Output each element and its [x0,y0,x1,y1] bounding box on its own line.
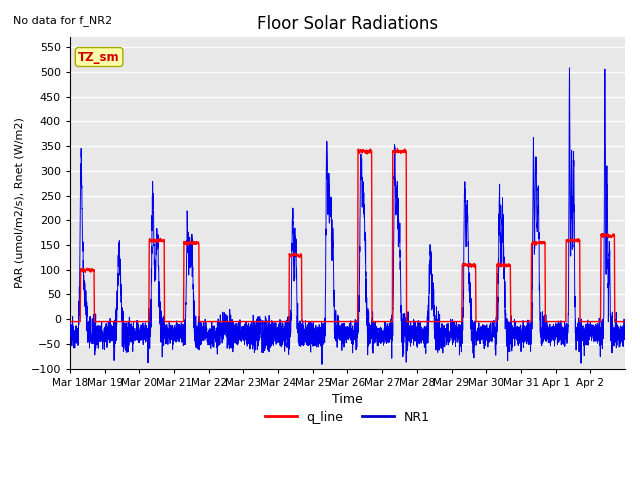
X-axis label: Time: Time [332,393,363,406]
NR1 [621,330,629,336]
q_line [621,319,629,324]
Text: No data for f_NR2: No data for f_NR2 [13,15,112,26]
q_line [394,145,401,151]
q_line [398,148,406,154]
q_line [527,319,535,324]
Line: NR1: NR1 [70,68,625,364]
q_line [66,319,74,324]
NR1 [541,324,549,330]
NR1 [500,276,508,282]
NR1 [66,332,74,338]
Line: q_line: q_line [70,148,625,322]
Text: TZ_sm: TZ_sm [78,50,120,63]
NR1 [181,331,189,337]
q_line [541,319,549,324]
Title: Floor Solar Radiations: Floor Solar Radiations [257,15,438,33]
Y-axis label: PAR (umol/m2/s), Rnet (W/m2): PAR (umol/m2/s), Rnet (W/m2) [15,118,25,288]
q_line [500,264,508,270]
NR1 [566,65,573,71]
NR1 [398,323,406,329]
NR1 [318,361,326,367]
Legend: q_line, NR1: q_line, NR1 [260,406,435,429]
q_line [368,319,376,324]
q_line [181,240,189,246]
NR1 [368,336,376,342]
NR1 [527,331,535,337]
